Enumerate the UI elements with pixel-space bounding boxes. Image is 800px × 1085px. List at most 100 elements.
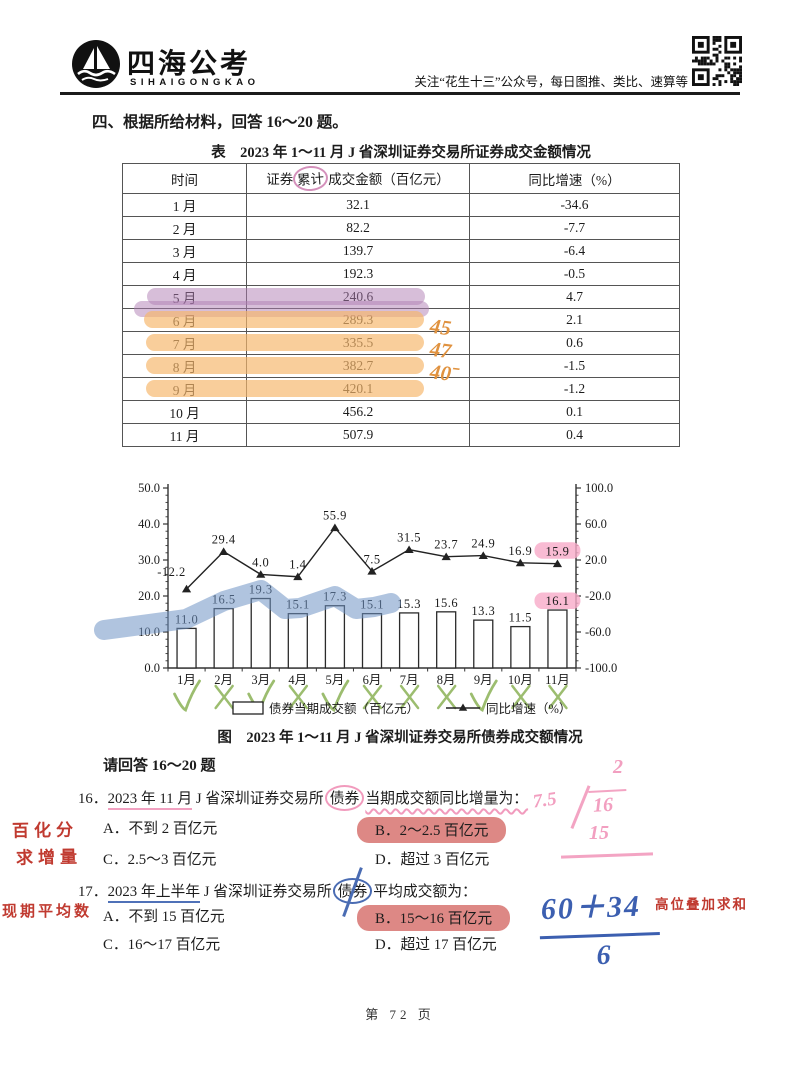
svg-text:15.3: 15.3	[397, 597, 421, 611]
table-row: 4 月 192.3 -0.5	[122, 262, 680, 286]
brand-title: 四海公考	[127, 48, 252, 79]
question-17-options-row2: C．16～17 百亿元 D．超过 17 百亿元	[103, 933, 723, 954]
svg-text:-100.0: -100.0	[585, 661, 617, 675]
brand-subtitle: SIHAIGONGKAO	[130, 77, 260, 88]
qr-code-image	[692, 36, 742, 86]
svg-text:同比增速（%）: 同比增速（%）	[486, 701, 571, 716]
cell-amount: 32.1	[246, 193, 470, 217]
svg-text:100.0: 100.0	[585, 481, 613, 495]
cell-amount: 507.9	[246, 423, 470, 447]
question-text-part: 债券	[324, 785, 365, 811]
svg-text:15.1: 15.1	[286, 598, 310, 612]
table-row: 9 月 420.1 -1.2	[122, 377, 680, 401]
svg-text:9月: 9月	[474, 673, 493, 687]
table-row: 6 月 289.3 2.1	[122, 308, 680, 332]
table-row: 1 月 32.1 -34.6	[122, 193, 680, 217]
month-labels: 1月 2月 3月 4月 5月 6月 7月 8月 9月 10月 11月	[177, 673, 570, 687]
table-row: 7 月 335.5 0.6	[122, 331, 680, 355]
svg-text:7.5: 7.5	[363, 552, 380, 566]
table-row: 2 月 82.2 -7.7	[122, 216, 680, 240]
handwritten-circle-annotation: 累计	[292, 164, 330, 193]
cell-amount: 289.3	[246, 308, 470, 332]
pen-marks	[173, 679, 568, 712]
cell-month: 11 月	[122, 423, 247, 447]
blue-highlighter-stroke	[94, 580, 401, 640]
question-17-text: 17．2023 年上半年 J 省深圳证券交易所 债券 平均成交额为：	[78, 878, 477, 904]
svg-text:20.0: 20.0	[585, 553, 607, 567]
svg-text:11月: 11月	[545, 673, 570, 687]
cell-growth: -1.2	[469, 377, 680, 401]
svg-text:3月: 3月	[251, 673, 270, 687]
cell-month: 7 月	[122, 331, 247, 355]
svg-text:2月: 2月	[214, 673, 233, 687]
growth-line	[181, 523, 563, 593]
answer-option: D．超过 17 百亿元	[375, 937, 497, 953]
svg-text:-20.0: -20.0	[585, 589, 611, 603]
securities-table: 时间 证券 累计 成交金额（百亿元） 同比增速（%） 1 月 32.1 -34.6 2 月…	[122, 163, 680, 447]
question-17-options-row1: A．不到 15 百亿元 B．15～16 百亿元	[103, 905, 723, 931]
hdr-part: 成交金额（百亿元）	[328, 172, 450, 187]
cell-growth: 0.6	[469, 331, 680, 355]
page-number: 第 72 页	[365, 1007, 435, 1022]
svg-text:10月: 10月	[508, 673, 533, 687]
svg-text:16.1: 16.1	[546, 594, 570, 608]
svg-text:60.0: 60.0	[585, 517, 607, 531]
cell-month: 10 月	[122, 400, 247, 424]
line-labels: -12.2 29.4 4.0 1.4 55.9 7.5 31.5 23.7 24.9 16.9 15…	[157, 509, 569, 579]
table-row: 5 月 240.6 4.7	[122, 285, 680, 309]
svg-text:0.0: 0.0	[144, 661, 160, 675]
question-text-part: J 省深圳证券交易所	[200, 884, 332, 900]
table-row: 11 月 507.9 0.4	[122, 423, 680, 447]
label-highlights	[534, 542, 581, 610]
cell-amount: 335.5	[246, 331, 470, 355]
svg-text:16.9: 16.9	[508, 544, 532, 558]
svg-text:16.5: 16.5	[212, 593, 236, 607]
svg-text:29.4: 29.4	[212, 533, 236, 547]
svg-text:8月: 8月	[437, 673, 456, 687]
svg-text:15.6: 15.6	[434, 596, 458, 610]
svg-text:11.0: 11.0	[175, 612, 198, 626]
question-text-part: 16．	[78, 791, 108, 807]
answer-option: D．超过 3 百亿元	[375, 852, 490, 868]
svg-text:30.0: 30.0	[138, 553, 160, 567]
side-note-method: 高位叠加求和	[655, 897, 748, 912]
cell-month: 4 月	[122, 262, 247, 286]
table-row: 3 月 139.7 -6.4	[122, 239, 680, 263]
question-text-part: 2023 年 11 月	[107, 791, 193, 810]
section-heading: 四、根据所给材料，回答 16～20 题。	[92, 114, 348, 131]
question-text-part: 2023 年上半年	[107, 884, 201, 903]
cell-growth: 4.7	[469, 285, 680, 309]
svg-text:55.9: 55.9	[323, 509, 347, 523]
table-row: 8 月 382.7 -1.5	[122, 354, 680, 378]
svg-text:7月: 7月	[400, 673, 419, 687]
answer-option: A．不到 15 百亿元	[103, 909, 225, 925]
question-16-text: 16．2023 年 11 月 J 省深圳证券交易所 债券 当期成交额同比增量为：	[78, 785, 528, 811]
table-header-row: 时间 证券 累计 成交金额（百亿元） 同比增速（%）	[122, 163, 680, 194]
cell-amount: 382.7	[246, 354, 470, 378]
cell-amount: 139.7	[246, 239, 470, 263]
cell-month: 3 月	[122, 239, 247, 263]
answer-option: C．2.5～3 百亿元	[103, 852, 217, 868]
svg-text:15.1: 15.1	[360, 598, 384, 612]
bars-series	[176, 597, 568, 669]
figure-caption: 图 2023 年 1～11 月 J 省深圳证券交易所债券成交额情况	[217, 730, 583, 746]
cell-amount: 420.1	[246, 377, 470, 401]
header-tagline: 关注“花生十三”公众号，每日图推、类比、速算等	[414, 75, 688, 89]
cell-month: 8 月	[122, 354, 247, 378]
svg-text:20.0: 20.0	[138, 589, 160, 603]
answer-option-highlighted: B．2～2.5 百亿元	[357, 817, 507, 843]
svg-text:5月: 5月	[326, 673, 345, 687]
question-text-part: J 省深圳证券交易所	[192, 791, 324, 807]
cell-month: 6 月	[122, 308, 247, 332]
col-header-month: 时间	[122, 163, 247, 194]
margin-note-method-1: 百化分	[11, 820, 79, 841]
svg-text:40.0: 40.0	[138, 517, 160, 531]
svg-text:6月: 6月	[363, 673, 382, 687]
answer-option: A．不到 2 百亿元	[103, 821, 218, 837]
sailboat-logo-icon	[72, 40, 120, 88]
question-text-part: 当期成交额同比增量为：	[365, 791, 529, 807]
bar-labels: 11.0 16.5 19.3 15.1 17.3 15.1 15.3 15.6 13.3 11.5…	[175, 583, 570, 627]
col-header-growth: 同比增速（%）	[469, 163, 680, 194]
question-text-part: 17．	[78, 884, 108, 900]
